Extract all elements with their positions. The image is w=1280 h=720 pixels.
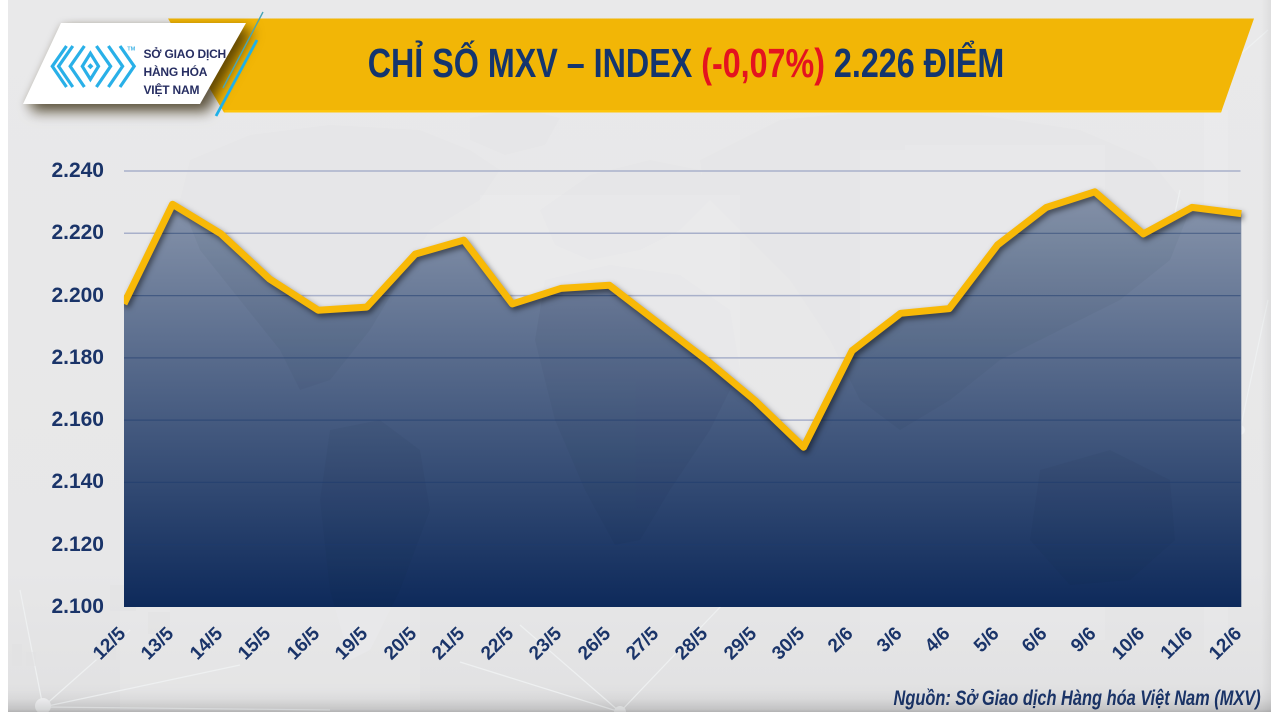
- svg-text:TM: TM: [127, 47, 135, 53]
